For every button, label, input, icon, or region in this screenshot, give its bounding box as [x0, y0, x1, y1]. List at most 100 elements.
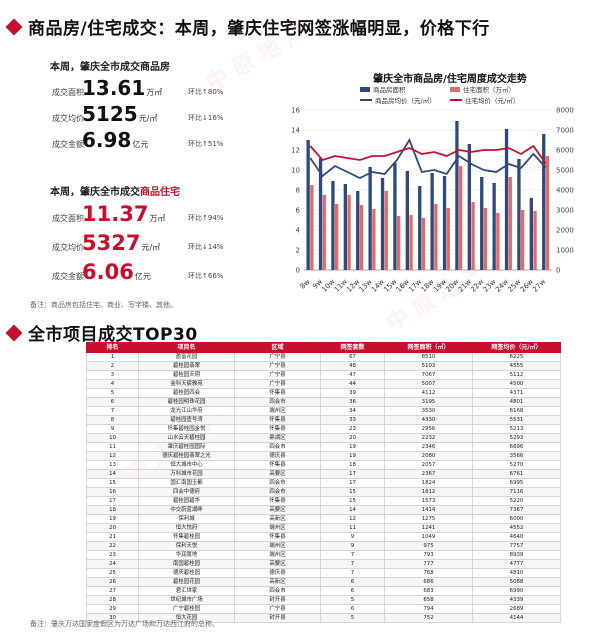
table-row: 25 德庆碧桂园 德庆县 7 768 4810: [86, 568, 561, 578]
stat-unit: 万㎡: [146, 88, 163, 97]
table-cell: 11: [320, 523, 385, 533]
table-row: 7 龙光江山华府 端州区 34 3530 6168: [86, 406, 561, 416]
table-row: 12 德庆碧桂园翡翠之光 德庆县 19 2080 3566: [86, 451, 561, 461]
stat-label: 成交金额: [52, 140, 84, 149]
table-row: 6 碧桂园明珠花园 四会市 36 3195 4801: [86, 397, 561, 407]
table-cell: 17: [320, 469, 385, 479]
stat-label: 成交均价: [52, 114, 84, 123]
y2-tick-label: 0: [556, 267, 560, 275]
table-cell: 34: [320, 406, 385, 416]
commercial-area-row: 成交面积 13.61 万㎡ 环比↑80%: [52, 76, 223, 100]
y-tick-label: 16: [291, 107, 300, 115]
column-header: 排名: [86, 342, 139, 353]
bar-residential-area: [471, 202, 475, 270]
table-cell: 君汇世家: [138, 586, 235, 596]
table-cell: 6990: [472, 586, 561, 596]
table-cell: 7757: [472, 541, 561, 551]
stat-label: 成交均价: [52, 243, 84, 252]
table-row: 5 碧桂园四会 怀集县 39 4112 4371: [86, 388, 561, 398]
bar-residential-area: [508, 177, 512, 270]
table-cell: 7: [320, 568, 385, 578]
table-cell: 高要区: [234, 469, 321, 479]
table-cell: 4: [86, 379, 139, 389]
table-cell: 广宁县: [234, 370, 321, 380]
bar-residential-area: [347, 195, 351, 270]
stat-label: 成交金额: [52, 272, 84, 281]
stat-change: 环比↓16%: [188, 114, 224, 122]
table-cell: 15: [320, 487, 385, 497]
diamond-icon: [5, 324, 23, 341]
table-row: 3 碧桂园天玥 广宁县 47 7067 5112: [86, 370, 561, 380]
table-cell: 怀集碧桂园: [138, 532, 235, 542]
table-cell: 中交蔚蓝湖畔: [138, 505, 235, 515]
table-cell: 1414: [384, 505, 473, 515]
legend-line: [450, 99, 462, 101]
line-commercial-price: [309, 137, 547, 179]
table-cell: 5531: [472, 415, 561, 425]
table-cell: 15: [320, 496, 385, 506]
table-cell: 3: [86, 370, 139, 380]
table-cell: 4371: [472, 388, 561, 398]
table-cell: 端州区: [234, 550, 321, 560]
stat-label: 成交面积: [52, 214, 84, 223]
table-cell: 2689: [472, 604, 561, 614]
note-commercial-definition: 备注：商品房包括住宅、商业、写字楼、其他。: [30, 301, 177, 309]
weekly-trend-chart: 0 2 4 6 8 10 12 14 16 0 1000 2000 3000 4000 5000 6000 70…: [291, 107, 574, 294]
table-cell: 6761: [472, 469, 561, 479]
table-cell: 27: [86, 586, 139, 596]
bar-residential-area: [310, 185, 314, 270]
page-title: 商品房/住宅成交：本周，肇庆住宅网签涨幅明显，价格下行: [28, 19, 490, 39]
table-cell: 10: [86, 433, 139, 443]
table-cell: 1824: [384, 478, 473, 488]
table-cell: 25: [86, 568, 139, 578]
table-cell: 11: [86, 442, 139, 452]
column-header: 网签套数: [320, 342, 385, 353]
table-cell: 6225: [472, 352, 561, 362]
table-cell: 怀集县: [234, 388, 321, 398]
y2-tick-label: 2000: [556, 227, 574, 235]
table-cell: 1: [86, 352, 139, 362]
commercial-heading: 本周，肇庆全市成交商品房: [50, 62, 170, 73]
bar-residential-area: [521, 210, 525, 270]
bar-commercial-area: [517, 159, 521, 270]
table-cell: 1241: [384, 523, 473, 533]
table-cell: 金科天宸雅苑: [138, 379, 235, 389]
table-cell: 5: [86, 388, 139, 398]
y2-tick-label: 7000: [556, 127, 574, 135]
table-row: 27 君汇世家 四会市 6 683 6990: [86, 586, 561, 596]
table-cell: 端州区: [234, 541, 321, 551]
bar-residential-area: [384, 191, 388, 270]
table-cell: 686: [384, 577, 473, 587]
table-cell: 17: [320, 478, 385, 488]
table-cell: 7: [320, 559, 385, 569]
table-cell: 777: [384, 559, 473, 569]
table-cell: 4500: [472, 379, 561, 389]
table-row: 16 四会中德府 四会市 15 1812 7116: [86, 487, 561, 497]
legend-item: 住宅均价（元/㎡）: [450, 95, 530, 105]
y-tick-label: 2: [296, 247, 300, 255]
table-cell: 德庆县: [234, 568, 321, 578]
table-cell: 盈富花园: [138, 352, 235, 362]
table-cell: 5103: [384, 361, 473, 371]
table-cell: 4640: [472, 532, 561, 542]
table-cell: 4330: [384, 415, 473, 425]
legend-label: 商品房均价（元/㎡）: [375, 97, 436, 105]
table-row: 30 恒大花园 封开县 5 752 4144: [86, 613, 561, 623]
table-row: 2 碧桂园翡翠 广宁县 48 5103 4555: [86, 361, 561, 371]
section-title-2: 全市项目成交TOP30: [5, 320, 198, 345]
stat-unit: 亿元: [134, 272, 151, 281]
table-cell: 恒大悦府: [138, 523, 235, 533]
stat-value: 5327: [82, 231, 141, 255]
bar-residential-area: [533, 211, 537, 270]
legend-label: 住宅面积（万㎡）: [463, 86, 515, 94]
table-body: 1 盈富花园 广宁县 67 8510 6225 2 碧桂园翡翠 广宁县 48 5103 4555 3 碧桂…: [86, 352, 561, 623]
table-cell: 广宁县: [234, 352, 321, 362]
table-cell: 碧桂园明珠花园: [138, 397, 235, 407]
table-cell: 高新区: [234, 577, 321, 587]
bar-residential-area: [409, 215, 413, 270]
table-cell: 683: [384, 586, 473, 596]
bar-residential-area: [483, 208, 488, 270]
legend-item: 商品房面积: [360, 84, 440, 94]
table-cell: 华润置地: [138, 550, 235, 560]
table-cell: 龙光江山华府: [138, 406, 235, 416]
